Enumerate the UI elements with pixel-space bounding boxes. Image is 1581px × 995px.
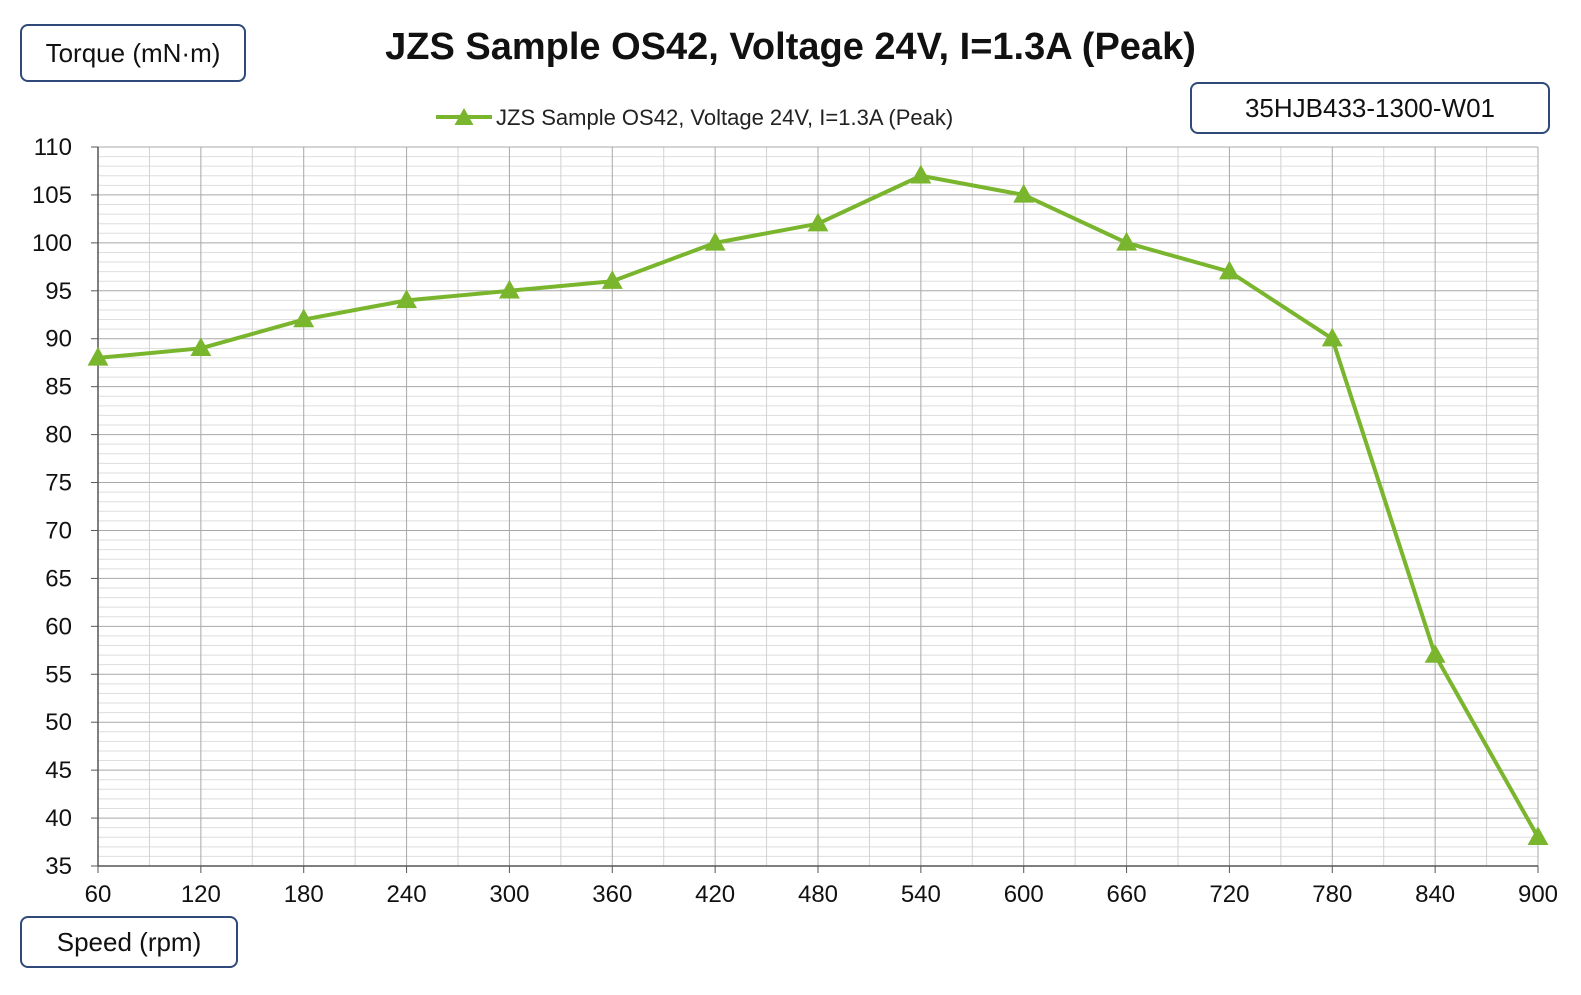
y-tick-label: 40 (45, 805, 72, 832)
x-tick-label: 900 (1518, 881, 1558, 908)
x-tick-label: 120 (181, 881, 221, 908)
y-tick-label: 65 (45, 565, 72, 592)
model-label: 35HJB433-1300-W01 (1190, 82, 1550, 134)
axes: 35 40 45 50 55 60 65 70 75 80 85 90 95 100 105 110 60 120… (32, 134, 1558, 908)
x-axis-label: Speed (rpm) (20, 916, 238, 968)
y-tick-label: 95 (45, 278, 72, 305)
data-point-marker (87, 346, 109, 366)
grid (97, 146, 1539, 867)
data-point-marker (704, 231, 726, 251)
legend: JZS Sample OS42, Voltage 24V, I=1.3A (Pe… (436, 105, 953, 130)
data-point-marker (1116, 231, 1138, 251)
data-point-marker (1218, 260, 1240, 280)
data-point-marker (1321, 327, 1343, 347)
y-tick-label: 35 (45, 853, 72, 880)
data-point-marker (601, 270, 623, 289)
y-tick-label: 110 (34, 134, 72, 161)
x-tick-label: 660 (1107, 881, 1147, 908)
legend-marker (454, 108, 474, 125)
data-point-marker (910, 164, 932, 184)
y-tick-label: 60 (45, 613, 72, 640)
y-axis-label: Torque (mN·m) (20, 24, 246, 82)
x-tick-label: 60 (85, 881, 112, 908)
y-tick-label: 75 (45, 470, 72, 497)
x-tick-label: 840 (1415, 881, 1455, 908)
x-tick-label: 480 (798, 881, 838, 908)
legend-label: JZS Sample OS42, Voltage 24V, I=1.3A (Pe… (496, 105, 953, 130)
x-tick-label: 240 (387, 881, 427, 908)
x-tick-label: 180 (284, 881, 324, 908)
x-tick-label: 540 (901, 881, 941, 908)
x-tick-label: 600 (1004, 881, 1044, 908)
x-tick-label: 780 (1312, 881, 1352, 908)
data-point-marker (293, 308, 315, 328)
data-point-marker (396, 289, 418, 309)
y-tick-label: 55 (45, 661, 72, 688)
y-tick-label: 80 (45, 422, 72, 449)
y-tick-label: 85 (45, 374, 72, 401)
data-point-marker (190, 337, 212, 357)
data-point-marker (1424, 644, 1446, 663)
data-point-marker (807, 212, 829, 232)
x-tick-label: 360 (592, 881, 632, 908)
y-tick-label: 90 (45, 326, 72, 353)
y-tick-label: 105 (32, 182, 72, 209)
y-tick-label: 100 (32, 230, 72, 257)
data-point-marker (498, 279, 520, 299)
data-point-marker (1527, 826, 1549, 845)
data-point-marker (1013, 183, 1035, 203)
y-tick-label: 70 (45, 517, 72, 544)
x-tick-label: 720 (1209, 881, 1249, 908)
series (87, 164, 1549, 845)
x-tick-label: 420 (695, 881, 735, 908)
x-tick-label: 300 (489, 881, 529, 908)
y-tick-label: 50 (45, 709, 72, 736)
y-tick-label: 45 (45, 757, 72, 784)
chart-title: JZS Sample OS42, Voltage 24V, I=1.3A (Pe… (385, 26, 1196, 68)
